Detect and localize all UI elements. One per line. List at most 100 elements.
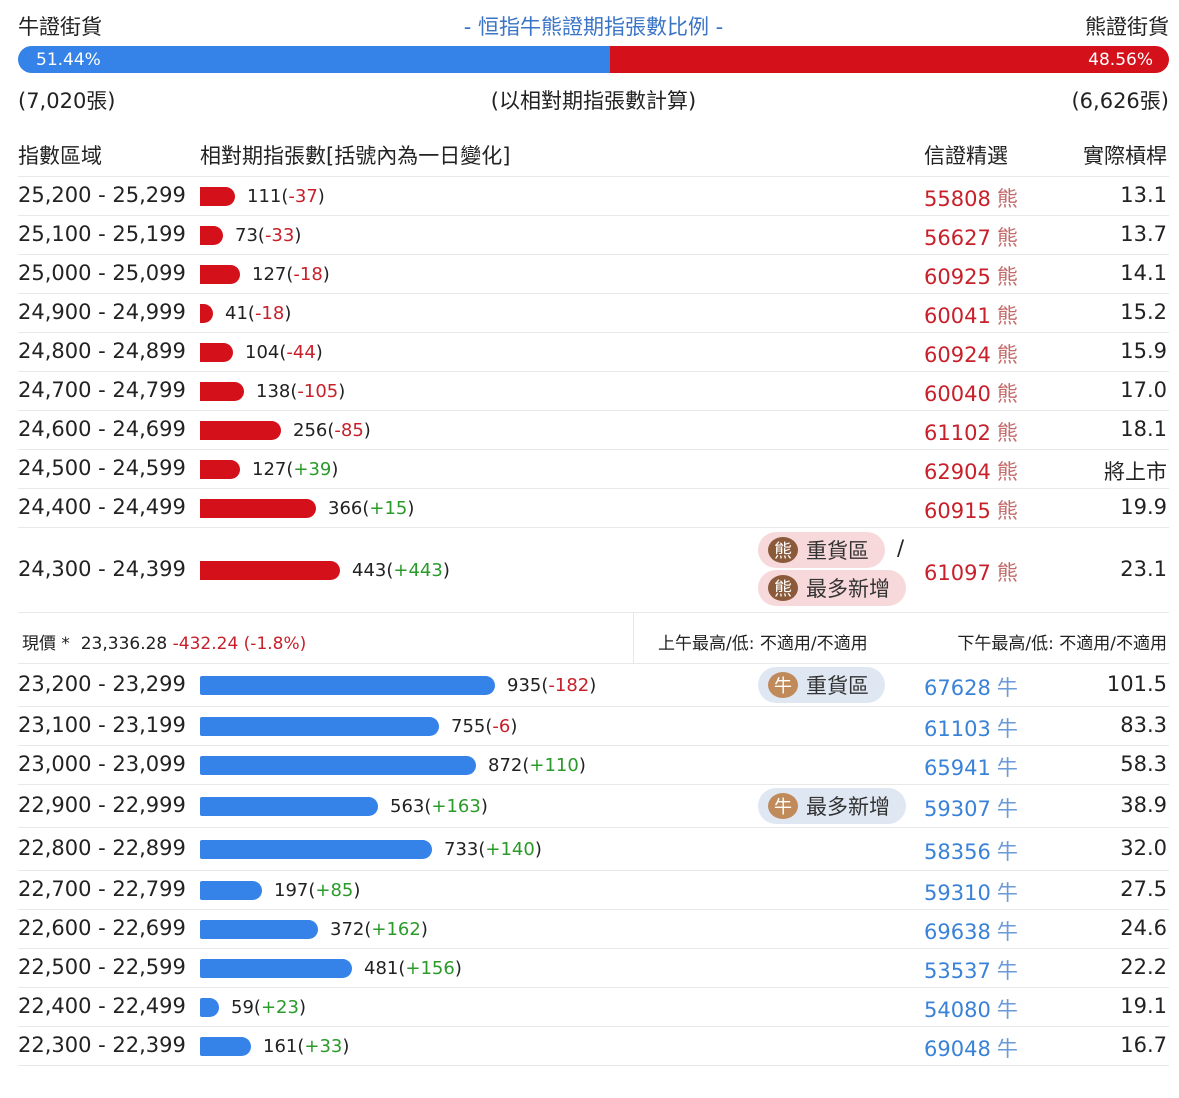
contracts-cell: 111(-37) <box>200 186 325 207</box>
contracts-value: 127(-18) <box>252 264 330 285</box>
warrant-link[interactable]: 58356 牛 <box>924 836 1018 866</box>
warrant-link[interactable]: 62904 熊 <box>924 456 1018 486</box>
contracts-cell: 755(-6) <box>200 716 517 737</box>
warrant-link[interactable]: 60041 熊 <box>924 300 1018 330</box>
bear-warrant-icon: 熊 <box>996 226 1018 250</box>
contracts-count: 256 <box>293 420 328 441</box>
table-row: 24,700 - 24,799 138(-105) 60040 熊 17.0 <box>18 372 1169 411</box>
warrant-link[interactable]: 53537 牛 <box>924 955 1018 985</box>
warrant-code[interactable]: 60925 <box>924 265 991 289</box>
effective-leverage: 18.1 <box>1120 417 1167 441</box>
effective-leverage: 24.6 <box>1120 916 1167 940</box>
warrant-link[interactable]: 61103 牛 <box>924 713 1018 743</box>
contracts-cell: 935(-182) <box>200 675 596 696</box>
warrant-link[interactable]: 61097 熊 <box>924 557 1018 587</box>
warrant-code[interactable]: 60924 <box>924 343 991 367</box>
contracts-cell: 127(+39) <box>200 459 338 480</box>
contracts-change: -85 <box>334 420 364 441</box>
contracts-value: 733(+140) <box>444 839 542 860</box>
contracts-count: 197 <box>274 880 309 901</box>
bull-ratio-segment: 51.44% <box>18 46 611 73</box>
bull-ratio-pct: 51.44% <box>36 49 101 70</box>
index-range: 25,200 - 25,299 <box>18 183 186 207</box>
warrant-link[interactable]: 60924 熊 <box>924 339 1018 369</box>
warrant-code[interactable]: 61102 <box>924 421 991 445</box>
contracts-value: 481(+156) <box>364 958 462 979</box>
warrant-link[interactable]: 65941 牛 <box>924 752 1018 782</box>
warrant-link[interactable]: 59310 牛 <box>924 877 1018 907</box>
warrant-code[interactable]: 59310 <box>924 881 991 905</box>
warrant-code[interactable]: 59307 <box>924 797 991 821</box>
effective-leverage: 22.2 <box>1120 955 1167 979</box>
warrant-link[interactable]: 69048 牛 <box>924 1033 1018 1063</box>
contracts-change: -18 <box>254 303 285 324</box>
bull-bar <box>200 959 352 978</box>
warrant-code[interactable]: 60915 <box>924 499 991 523</box>
warrant-link[interactable]: 59307 牛 <box>924 793 1018 823</box>
current-price: 現價 * 23,336.28 -432.24 (-1.8%) <box>22 629 306 654</box>
warrant-code[interactable]: 65941 <box>924 756 991 780</box>
table-row: 25,000 - 25,099 127(-18) 60925 熊 14.1 <box>18 255 1169 294</box>
bull-warrant-icon: 牛 <box>996 840 1018 864</box>
warrant-link[interactable]: 61102 熊 <box>924 417 1018 447</box>
table-row: 22,900 - 22,999 563(+163) 牛最多新增 59307 牛 38.9 <box>18 785 1169 828</box>
tag-most-added: 熊最多新增 <box>758 570 906 606</box>
contracts-cell: 138(-105) <box>200 381 345 402</box>
contracts-cell: 73(-33) <box>200 225 301 246</box>
bull-icon: 牛 <box>768 793 798 819</box>
bull-warrant-icon: 牛 <box>996 676 1018 700</box>
warrant-code[interactable]: 58356 <box>924 840 991 864</box>
warrant-code[interactable]: 60041 <box>924 304 991 328</box>
table-row: 24,500 - 24,599 127(+39) 62904 熊 將上市 <box>18 450 1169 489</box>
warrant-code[interactable]: 56627 <box>924 226 991 250</box>
bear-warrant-icon: 熊 <box>996 343 1018 367</box>
warrant-code[interactable]: 61103 <box>924 717 991 741</box>
bull-bar <box>200 797 378 816</box>
index-range: 24,900 - 24,999 <box>18 300 186 324</box>
warrant-code[interactable]: 69638 <box>924 920 991 944</box>
contracts-value: 161(+33) <box>263 1036 350 1057</box>
warrant-link[interactable]: 60925 熊 <box>924 261 1018 291</box>
bull-bar <box>200 1037 251 1056</box>
contracts-change: -6 <box>492 716 511 737</box>
contracts-value: 111(-37) <box>247 186 325 207</box>
table-row: 22,600 - 22,699 372(+162) 69638 牛 24.6 <box>18 910 1169 949</box>
warrant-code[interactable]: 69048 <box>924 1037 991 1061</box>
contracts-value: 41(-18) <box>225 303 292 324</box>
warrant-code[interactable]: 62904 <box>924 460 991 484</box>
price-value: 23,336.28 <box>80 634 168 654</box>
bear-bar <box>200 304 213 323</box>
warrant-link[interactable]: 69638 牛 <box>924 916 1018 946</box>
contracts-count: 41 <box>225 303 248 324</box>
contracts-value: 197(+85) <box>274 880 361 901</box>
index-range: 24,600 - 24,699 <box>18 417 186 441</box>
bear-warrant-icon: 熊 <box>996 265 1018 289</box>
warrant-code[interactable]: 54080 <box>924 998 991 1022</box>
warrant-link[interactable]: 67628 牛 <box>924 672 1018 702</box>
warrant-link[interactable]: 56627 熊 <box>924 222 1018 252</box>
contracts-change: +443 <box>393 560 443 581</box>
page-title: - 恒指牛熊證期指張數比例 - <box>463 15 724 39</box>
warrant-code[interactable]: 67628 <box>924 676 991 700</box>
contracts-count: 872 <box>488 755 523 776</box>
effective-leverage: 83.3 <box>1120 713 1167 737</box>
warrant-link[interactable]: 54080 牛 <box>924 994 1018 1024</box>
warrant-code[interactable]: 53537 <box>924 959 991 983</box>
warrant-link[interactable]: 55808 熊 <box>924 183 1018 213</box>
index-range: 24,800 - 24,899 <box>18 339 186 363</box>
warrant-code[interactable]: 61097 <box>924 561 991 585</box>
tag-heavy-zone: 牛重貨區 <box>758 667 885 703</box>
price-change: -432.24 (-1.8%) <box>172 634 307 654</box>
warrant-link[interactable]: 60915 熊 <box>924 495 1018 525</box>
contracts-change: -18 <box>293 264 323 285</box>
warrant-link[interactable]: 60040 熊 <box>924 378 1018 408</box>
tag-label: 最多新增 <box>806 577 890 601</box>
index-range: 23,200 - 23,299 <box>18 672 186 696</box>
table-row: 24,600 - 24,699 256(-85) 61102 熊 18.1 <box>18 411 1169 450</box>
table-row: 24,800 - 24,899 104(-44) 60924 熊 15.9 <box>18 333 1169 372</box>
warrant-code[interactable]: 60040 <box>924 382 991 406</box>
bull-bar <box>200 881 262 900</box>
warrant-code[interactable]: 55808 <box>924 187 991 211</box>
divider <box>633 613 634 663</box>
bull-bear-ratio-bar: 51.44% 48.56% <box>18 46 1169 73</box>
